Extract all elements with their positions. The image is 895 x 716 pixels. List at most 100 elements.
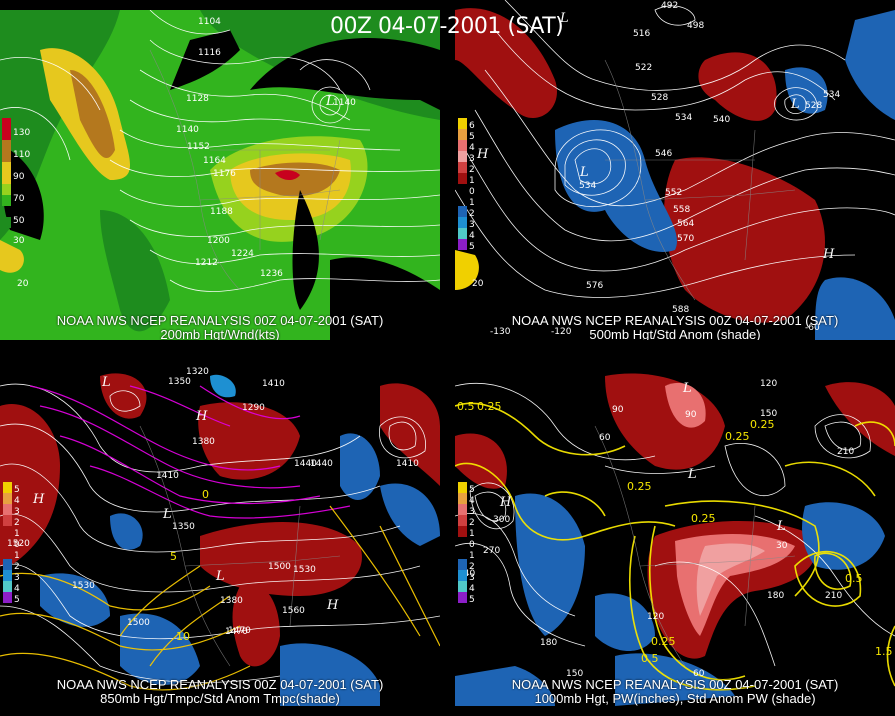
- contour-label: 1140: [333, 98, 356, 108]
- colorbar-label: 30: [13, 236, 25, 246]
- contour-label: 90: [612, 405, 624, 415]
- contour-label: 180: [767, 591, 784, 601]
- colorbar-swatch: [3, 570, 12, 581]
- contour-label: 300: [493, 515, 510, 525]
- panel-caption: NOAA NWS NCEP REANALYSIS 00Z 04-07-2001 …: [455, 313, 895, 341]
- colorbar-label: 0: [469, 540, 475, 550]
- contour-label: 60: [599, 433, 611, 443]
- colorbar-label: 130: [13, 128, 31, 138]
- colorbar-label: 1: [14, 529, 20, 539]
- contour-label: 1470: [228, 626, 251, 636]
- contour-label: 1116: [198, 48, 221, 58]
- low-marker: L: [682, 381, 692, 396]
- main-title: 00Z 04-07-2001 (SAT): [330, 14, 564, 39]
- contour-label: 210: [837, 447, 854, 457]
- colorbar-label: 0: [469, 187, 475, 197]
- contour-label: 1350: [168, 377, 191, 387]
- colorbar-label: 4: [469, 231, 475, 241]
- colorbar-label: 1: [469, 551, 475, 561]
- contour-label: 1188: [210, 207, 233, 217]
- colorbar-swatch: [3, 526, 12, 537]
- colorbar-label: 70: [13, 194, 25, 204]
- high-marker: H: [326, 598, 339, 613]
- contour-label: 564: [677, 219, 694, 229]
- colorbar-200mb: 130 110 90 70 50 30: [2, 118, 32, 246]
- colorbar-swatch: [2, 217, 11, 228]
- contour-label: 1212: [195, 258, 218, 268]
- contour-label: 90: [685, 410, 697, 420]
- caption-line1: NOAA NWS NCEP REANALYSIS 00Z 04-07-2001 …: [511, 677, 839, 692]
- colorbar-swatch: [458, 228, 467, 239]
- colorbar-label: 3: [469, 154, 475, 164]
- colorbar-swatch: [458, 239, 467, 250]
- pw-label: 0.25: [651, 635, 676, 648]
- map-200mb: 1104 1116 1128 1140 1152 1164 1176 1188 …: [0, 10, 440, 340]
- contour-label: 546: [655, 149, 672, 159]
- low-marker: L: [790, 97, 800, 112]
- pw-label: 1.5: [875, 645, 893, 658]
- colorbar-swatch: [458, 504, 467, 515]
- colorbar-label: 1: [469, 198, 475, 208]
- colorbar-swatch: [3, 504, 12, 515]
- colorbar-swatch: [458, 493, 467, 504]
- pw-label: 0.5: [845, 572, 863, 585]
- colorbar-swatch: [458, 515, 467, 526]
- contour-label: 1104: [198, 17, 221, 27]
- caption-line1: NOAA NWS NCEP REANALYSIS 00Z 04-07-2001 …: [56, 313, 384, 328]
- colorbar-swatch: [458, 173, 467, 184]
- colorbar-swatch: [3, 581, 12, 592]
- colorbar-swatch: [2, 129, 11, 140]
- colorbar-swatch: [2, 184, 11, 195]
- contour-label: 522: [635, 63, 652, 73]
- contour-label: 1410: [156, 471, 179, 481]
- contour-label: 588: [672, 305, 689, 315]
- contour-label: 534: [579, 181, 596, 191]
- colorbar-swatch: [458, 217, 467, 228]
- caption-line2: 1000mb Hgt, PW(inches), Std Anom PW (sha…: [534, 691, 816, 706]
- corner-label: 20: [472, 279, 484, 289]
- pw-label: 0.5: [641, 652, 659, 665]
- lon-label: -120: [551, 327, 572, 337]
- contour-label: 150: [760, 409, 777, 419]
- contour-label: 1530: [72, 581, 95, 591]
- colorbar-swatch: [458, 129, 467, 140]
- colorbar-swatch: [3, 592, 12, 603]
- temp-label: 0: [202, 488, 209, 501]
- panel-caption: NOAA NWS NCEP REANALYSIS 00Z 04-07-2001 …: [0, 313, 440, 341]
- contour-label: 1410: [396, 459, 419, 469]
- colorbar-label: 4: [14, 584, 20, 594]
- contour-label: 60: [693, 669, 705, 679]
- colorbar-swatch: [3, 493, 12, 504]
- colorbar-1000mb: 5 4 3 2 1 0 1 2 3 4 5: [458, 482, 488, 607]
- contour-label: 576: [586, 281, 603, 291]
- colorbar-label: 4: [469, 143, 475, 153]
- colorbar-850mb: 5 4 3 2 1 0 1 2 3 4 5: [3, 482, 33, 607]
- colorbar-label: 5: [469, 132, 475, 142]
- contour-label: 1380: [192, 437, 215, 447]
- colorbar-swatch: [2, 162, 11, 173]
- colorbar-swatch: [458, 570, 467, 581]
- high-marker: H: [499, 495, 512, 510]
- colorbar-swatch: [458, 559, 467, 570]
- pw-label: 0.25: [725, 430, 750, 443]
- colorbar-label: 4: [469, 584, 475, 594]
- colorbar-swatch: [458, 581, 467, 592]
- colorbar-swatch: [458, 140, 467, 151]
- pw-label: 0.25: [627, 480, 652, 493]
- pw-label: 0.25: [691, 512, 716, 525]
- contour-label: 1164: [203, 156, 226, 166]
- contour-label: 1350: [172, 522, 195, 532]
- contour-label: 540: [713, 115, 730, 125]
- pw-label: 0.5: [457, 400, 475, 413]
- colorbar-label: 2: [469, 209, 475, 219]
- caption-line1: NOAA NWS NCEP REANALYSIS 00Z 04-07-2001 …: [511, 313, 839, 328]
- temp-label: 10: [176, 630, 190, 643]
- panel-caption: NOAA NWS NCEP REANALYSIS 00Z 04-07-2001 …: [0, 678, 440, 706]
- colorbar-swatch: [2, 118, 11, 129]
- colorbar-swatch: [3, 515, 12, 526]
- colorbar-label: 5: [469, 595, 475, 605]
- contour-label: 570: [677, 234, 694, 244]
- contour-label: 1500: [268, 562, 291, 572]
- colorbar-label: 5: [14, 595, 20, 605]
- pw-label: 0.25: [477, 400, 502, 413]
